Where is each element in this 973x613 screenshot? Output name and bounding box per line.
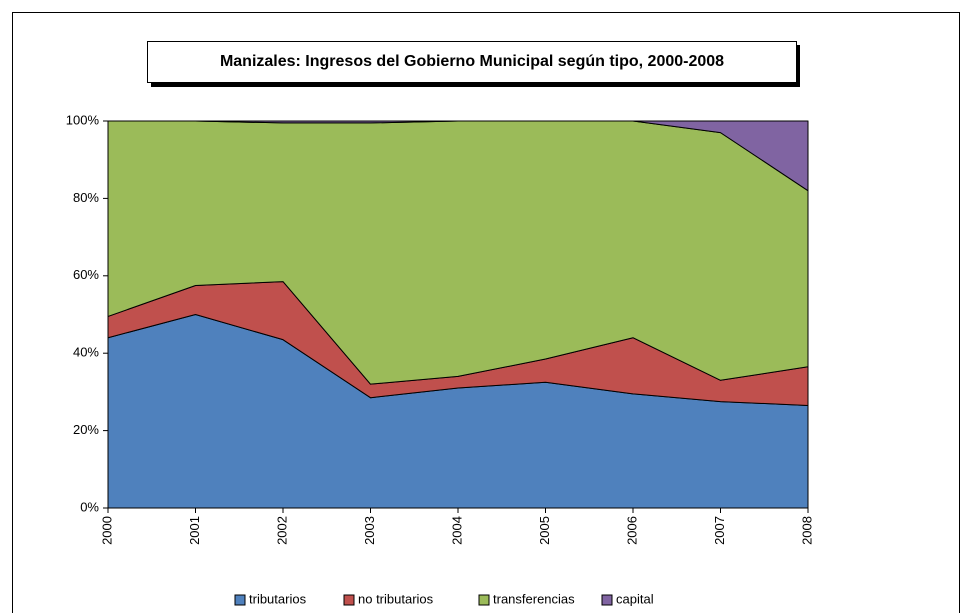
legend-label: capital — [616, 591, 654, 606]
x-tick-label: 2002 — [274, 516, 289, 545]
x-tick-label: 2001 — [187, 516, 202, 545]
chart-title: Manizales: Ingresos del Gobierno Municip… — [220, 53, 724, 70]
y-tick-label: 100% — [66, 112, 100, 127]
legend-label: tributarios — [249, 591, 307, 606]
x-tick-label: 2000 — [99, 516, 114, 545]
y-tick-label: 80% — [73, 190, 99, 205]
x-tick-label: 2004 — [449, 516, 464, 545]
x-tick-label: 2007 — [712, 516, 727, 545]
legend-swatch — [601, 594, 613, 606]
legend-swatch — [234, 594, 246, 606]
y-tick-label: 40% — [73, 345, 99, 360]
y-tick-label: 20% — [73, 422, 99, 437]
legend-swatch — [478, 594, 490, 606]
x-tick-label: 2003 — [362, 516, 377, 545]
area — [107, 120, 809, 192]
y-tick-label: 0% — [80, 499, 99, 514]
x-tick-label: 2008 — [799, 516, 814, 545]
x-tick-label: 2005 — [537, 516, 552, 545]
legend-label: no tributarios — [358, 591, 434, 606]
y-tick-label: 60% — [73, 267, 99, 282]
legend-swatch — [343, 594, 355, 606]
x-tick-label: 2006 — [624, 516, 639, 545]
title-box — [147, 41, 797, 83]
legend-label: transferencias — [493, 591, 575, 606]
